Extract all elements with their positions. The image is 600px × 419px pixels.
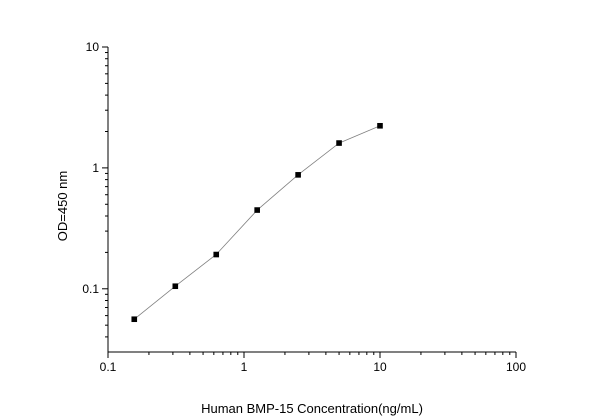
data-point [295, 172, 301, 178]
data-point [131, 316, 138, 323]
data-point [213, 251, 220, 258]
x-tick-label: 10 [373, 360, 387, 374]
x-tick-label: 100 [506, 360, 526, 374]
data-point [254, 207, 260, 213]
y-axis-ticks: 0.1 1 10 [82, 40, 108, 338]
data-point [172, 283, 179, 290]
series-line [134, 125, 381, 320]
y-tick-label: 0.1 [82, 282, 99, 296]
y-tick-label: 10 [86, 40, 100, 54]
series-layer [131, 122, 383, 323]
data-point [377, 122, 383, 129]
y-tick-label: 1 [92, 161, 99, 175]
x-axis-ticks: 0.1 1 10 100 [100, 352, 526, 374]
x-axis-label: Human BMP-15 Concentration(ng/mL) [201, 401, 423, 416]
axes [107, 47, 516, 353]
data-point [336, 140, 342, 146]
x-tick-label: 1 [241, 360, 248, 374]
x-tick-label: 0.1 [100, 360, 117, 374]
y-axis-label: OD=450 nm [55, 171, 70, 241]
